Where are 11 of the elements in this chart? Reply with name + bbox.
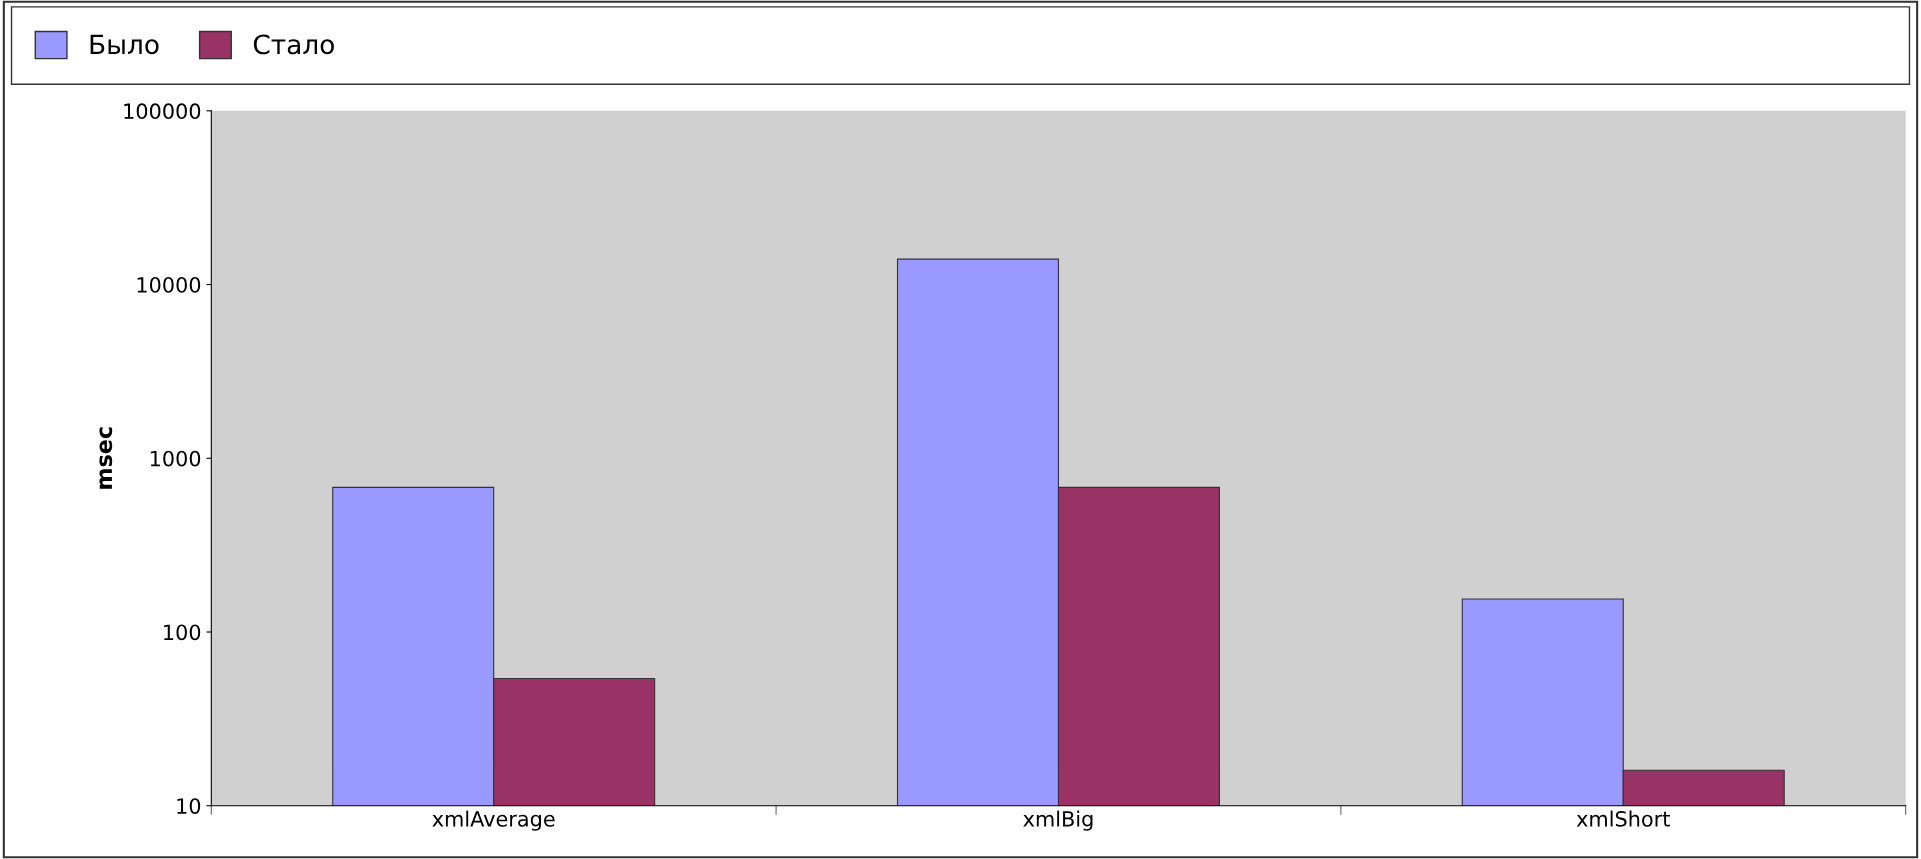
x-tick-label: xmlAverage xyxy=(432,810,555,831)
y-tick-label: 100000 xyxy=(124,103,201,120)
y-tick-label: 10 xyxy=(177,798,201,814)
legend-label: Было xyxy=(90,34,159,55)
y-tick-label: 1000 xyxy=(150,450,201,467)
x-tick-label: xmlBig xyxy=(1023,810,1093,831)
x-tick-label: xmlShort xyxy=(1576,810,1670,827)
y-tick-label: 100 xyxy=(164,624,201,641)
legend-label: Стало xyxy=(253,34,334,55)
y-axis-title: msec xyxy=(99,427,113,489)
y-tick-label: 10000 xyxy=(137,277,201,293)
